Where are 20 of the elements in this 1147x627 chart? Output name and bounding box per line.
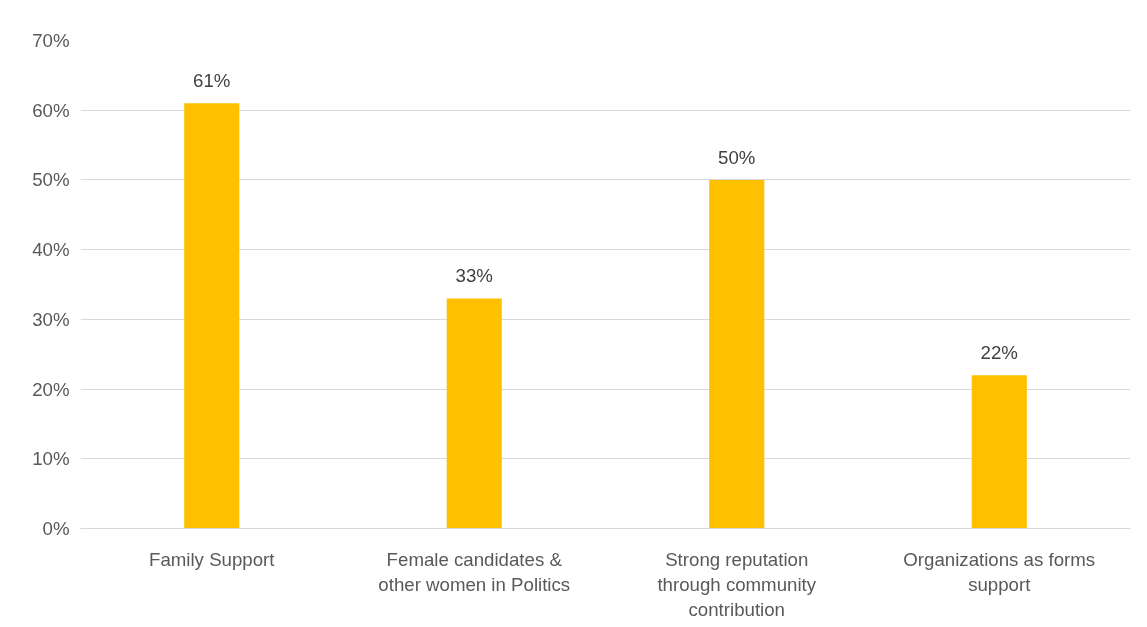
y-tick-label: 0%	[42, 518, 70, 539]
x-tick-label: Family Support	[149, 548, 276, 570]
y-tick-label: 60%	[32, 99, 70, 121]
x-tick-label: Female candidates & other women in Politics	[378, 548, 571, 595]
bar	[184, 103, 240, 529]
y-tick-label: 30%	[32, 308, 70, 330]
data-label: 33%	[455, 265, 493, 287]
data-label: 61%	[193, 70, 231, 92]
x-tick-label: Strong reputation through community contribution	[657, 548, 817, 620]
data-label: 22%	[980, 342, 1018, 364]
y-tick-label: 50%	[32, 169, 70, 191]
data-label: 50%	[718, 146, 756, 168]
y-tick-label: 10%	[32, 448, 70, 470]
y-tick-label: 20%	[32, 378, 70, 400]
x-tick-label: Organizations as forms support	[903, 548, 1096, 595]
bar	[709, 179, 765, 529]
y-tick-label: 70%	[32, 30, 70, 51]
bar	[971, 375, 1027, 529]
y-tick-label: 40%	[32, 239, 70, 261]
bar	[446, 298, 502, 529]
